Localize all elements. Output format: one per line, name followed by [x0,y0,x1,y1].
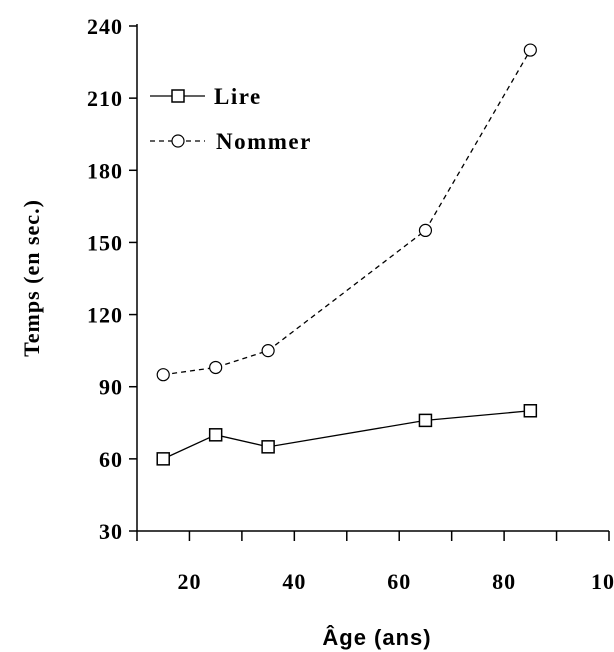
x-tick-label: 20 [177,569,201,594]
y-axis-title: Temps (en sec.) [19,199,44,357]
x-tick-label: 100 [591,569,614,594]
x-tick-label: 40 [282,569,306,594]
data-point-nommer [523,43,537,57]
y-tick-label: 60 [99,447,123,472]
legend: Lire Nommer [150,84,312,154]
data-point-lire [261,440,275,454]
y-tick-label: 150 [87,230,123,255]
y-tick-label: 90 [99,375,123,400]
data-point-nommer [156,368,170,382]
y-tick-label: 240 [87,14,123,39]
legend-item-lire: Lire [150,84,262,109]
y-tick-label: 180 [87,158,123,183]
x-axis-ticks: 20 40 60 80 100 [136,531,614,594]
data-point-nommer [418,223,433,238]
x-tick-label: 60 [387,569,411,594]
x-tick-label: 80 [492,569,516,594]
legend-label-nommer: Nommer [216,129,312,154]
data-point-lire [156,452,170,466]
legend-swatch-marker-nommer [171,134,185,148]
y-tick-label: 120 [87,303,123,328]
data-point-nommer [209,360,223,375]
series-nommer [156,43,537,382]
data-point-lire [523,404,538,418]
legend-item-nommer: Nommer [150,129,312,154]
legend-swatch-marker-lire [171,89,185,103]
data-point-lire [208,428,223,442]
x-axis-title: Âge (ans) [322,625,431,650]
series-lire [156,404,538,466]
data-point-nommer [261,344,275,358]
series-layer [156,43,538,466]
y-axis-ticks: 30 60 90 120 150 180 210 240 [87,14,137,544]
chart-axes [136,24,609,532]
data-point-lire [418,413,433,428]
y-tick-label: 30 [99,519,123,544]
y-tick-label: 210 [87,86,123,111]
legend-label-lire: Lire [214,84,262,109]
